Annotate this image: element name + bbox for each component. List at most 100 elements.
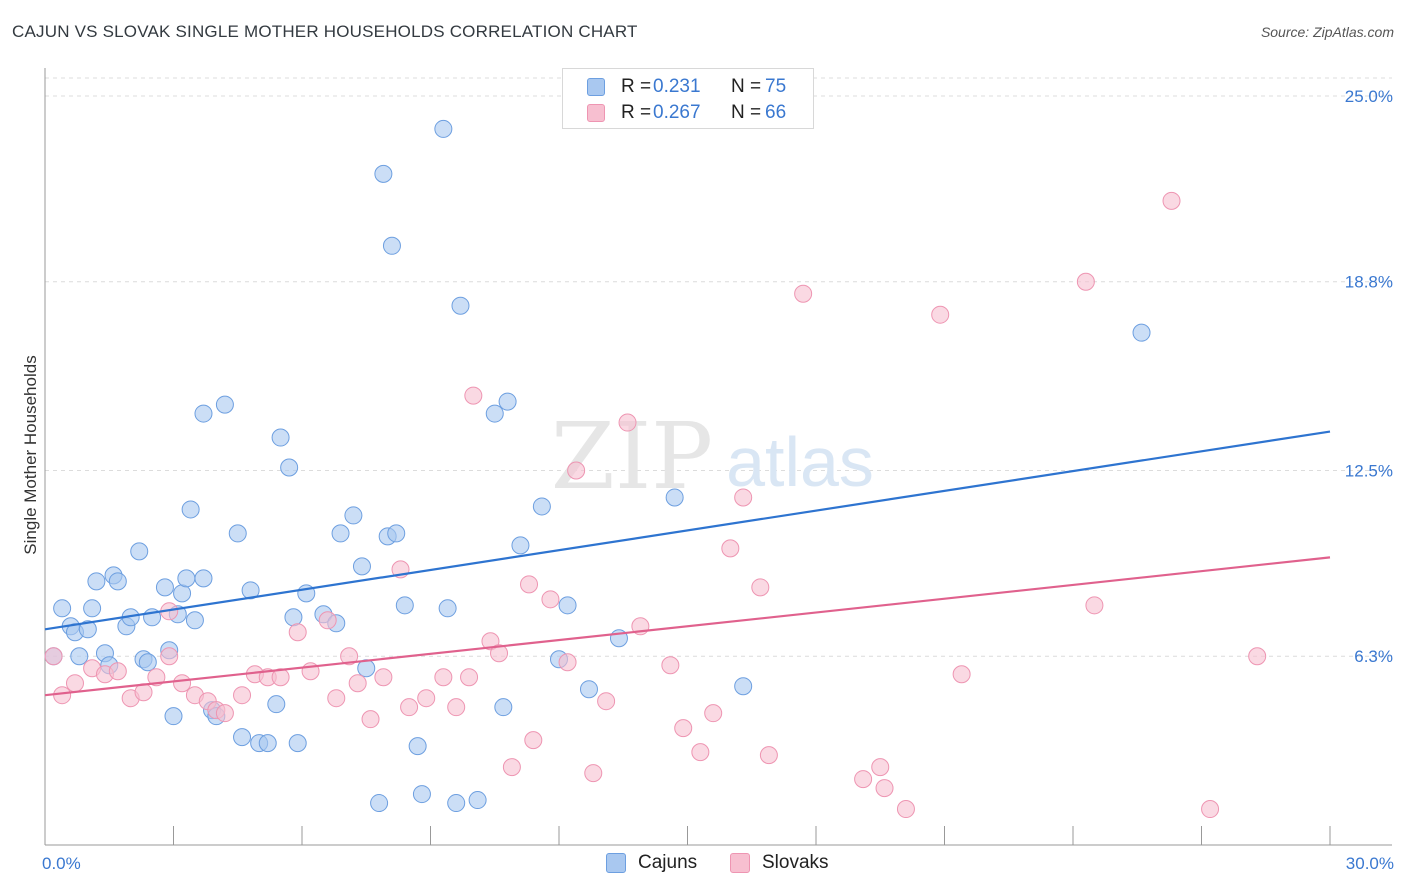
r-value: 0.267: [653, 102, 701, 123]
legend-label-cajuns: Cajuns: [638, 852, 698, 873]
slovak-point: [931, 305, 950, 324]
slovak-point: [871, 758, 890, 777]
n-label: N =: [731, 76, 762, 97]
slovak-point: [417, 689, 436, 708]
cajun-point: [280, 458, 299, 477]
slovak-point: [597, 692, 616, 711]
data-points: [44, 119, 1267, 819]
cajun-point: [108, 572, 127, 591]
slovak-point: [1085, 596, 1104, 615]
cajun-point: [579, 680, 598, 699]
slovak-point: [952, 665, 971, 684]
slovak-point: [875, 779, 894, 798]
slovak-point: [53, 686, 72, 705]
cajun-point: [267, 695, 286, 714]
cajuns-trend-line: [44, 430, 1331, 631]
slovak-point: [464, 386, 483, 405]
slovak-point: [490, 644, 509, 663]
chart-title: CAJUN VS SLOVAK SINGLE MOTHER HOUSEHOLDS…: [12, 22, 638, 41]
cajun-point: [485, 404, 504, 423]
slovak-point: [854, 770, 873, 789]
cajun-point: [370, 794, 389, 813]
series-slovaks: [44, 191, 1267, 819]
cajun-point: [177, 569, 196, 588]
r-label: R =: [621, 76, 652, 97]
cajun-point: [241, 581, 260, 600]
slovak-point: [502, 758, 521, 777]
cajun-point: [498, 392, 517, 411]
slovak-point: [348, 674, 367, 693]
source-label: Source: ZipAtlas.com: [1260, 24, 1394, 40]
cajun-point: [185, 611, 204, 630]
cajun-point: [344, 506, 363, 525]
slovaks-swatch: [587, 104, 605, 122]
slovak-point: [1201, 800, 1220, 819]
y-tick-label: 25.0%: [1345, 87, 1393, 106]
slovak-point: [721, 539, 740, 558]
x-tick-label: 0.0%: [42, 854, 81, 873]
slovak-point: [147, 668, 166, 687]
slovak-point: [541, 590, 560, 609]
cajun-point: [258, 734, 277, 753]
cajun-point: [155, 578, 174, 597]
cajun-point: [1132, 323, 1151, 342]
cajun-point: [395, 596, 414, 615]
cajun-point: [382, 236, 401, 255]
slovak-point: [567, 461, 586, 480]
cajun-point: [331, 524, 350, 543]
cajun-point: [194, 569, 213, 588]
cajun-point: [164, 707, 183, 726]
cajun-point: [558, 596, 577, 615]
slovak-point: [173, 674, 192, 693]
slovak-point: [44, 647, 63, 666]
slovak-point: [691, 743, 710, 762]
cajun-point: [665, 488, 684, 507]
cajun-point: [228, 524, 247, 543]
y-axis-label: Single Mother Households: [21, 355, 40, 554]
cajun-point: [83, 599, 102, 618]
slovak-point: [434, 668, 453, 687]
slovak-point: [160, 647, 179, 666]
cajun-point: [352, 557, 371, 576]
slovak-point: [327, 689, 346, 708]
axes: [44, 68, 1392, 846]
y-tick-label: 6.3%: [1354, 647, 1393, 666]
watermark-atlas: atlas: [726, 423, 874, 501]
cajun-point: [451, 296, 470, 315]
slovak-point: [759, 746, 778, 765]
slovak-point: [751, 578, 770, 597]
slovak-point: [65, 674, 84, 693]
cajun-point: [87, 572, 106, 591]
slovak-point: [400, 698, 419, 717]
cajun-point: [494, 698, 513, 717]
slovak-point: [447, 698, 466, 717]
slovak-point: [374, 668, 393, 687]
cajun-point: [53, 599, 72, 618]
slovak-point: [1162, 191, 1181, 210]
cajun-point: [374, 164, 393, 183]
slovak-point: [674, 719, 693, 738]
cajun-point: [412, 785, 431, 804]
slovak-point: [340, 647, 359, 666]
slovaks-trend-line: [44, 556, 1331, 697]
series-cajuns: [44, 119, 1151, 813]
x-tick-label: 30.0%: [1346, 854, 1394, 873]
slovak-point: [108, 662, 127, 681]
cajuns-swatch: [587, 78, 605, 96]
cajun-point: [173, 584, 192, 603]
slovak-point: [584, 764, 603, 783]
y-tick-label: 18.8%: [1345, 273, 1393, 292]
slovak-point: [233, 686, 252, 705]
cajun-point: [288, 734, 307, 753]
slovak-point: [288, 623, 307, 642]
cajun-point: [271, 428, 290, 447]
watermark: ZIP atlas: [551, 403, 874, 510]
cajun-point: [78, 620, 97, 639]
y-tick-label: 12.5%: [1345, 461, 1393, 480]
slovak-point: [734, 488, 753, 507]
cajun-point: [130, 542, 149, 561]
cajun-point: [387, 524, 406, 543]
slovak-point: [215, 704, 234, 723]
cajun-point: [215, 395, 234, 414]
